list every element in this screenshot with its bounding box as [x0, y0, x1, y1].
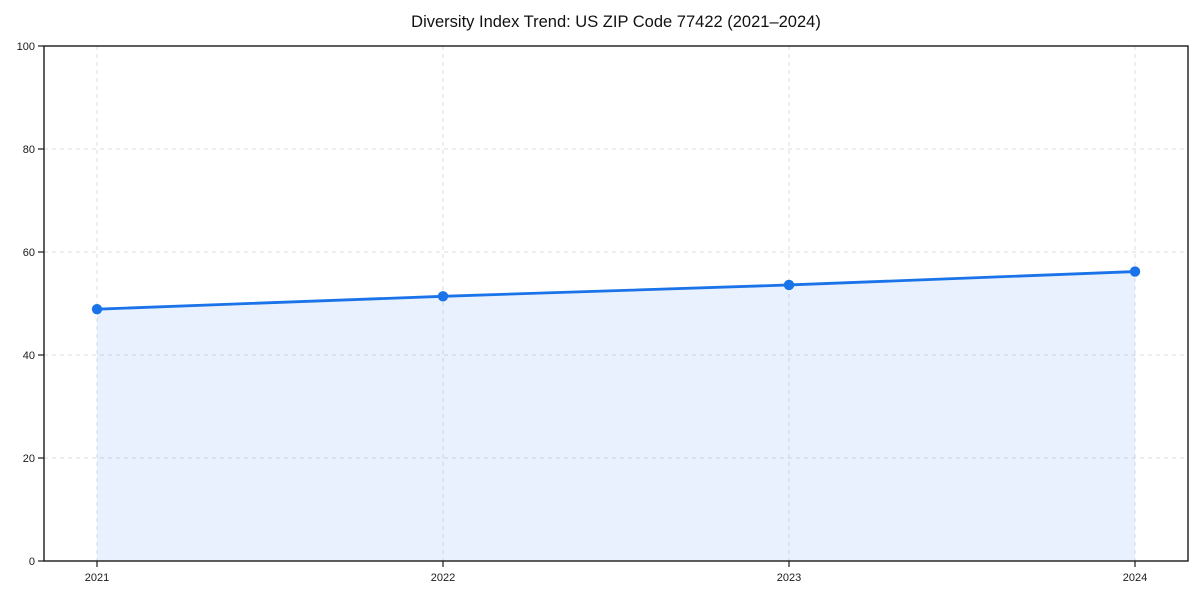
- x-tick-label: 2023: [777, 572, 801, 584]
- area-fill: [97, 271, 1135, 561]
- y-tick-label: 80: [23, 144, 35, 156]
- data-point: [783, 279, 795, 291]
- y-tick-label: 40: [23, 350, 35, 362]
- x-tick-label: 2021: [85, 572, 109, 584]
- trend-line: [95, 270, 1137, 311]
- x-tick-label: 2024: [1123, 572, 1147, 584]
- plot-border: [43, 45, 1189, 562]
- y-tick-label: 0: [29, 556, 35, 568]
- data-point: [437, 291, 449, 302]
- data-point: [1129, 266, 1141, 277]
- y-tick-label: 20: [23, 453, 35, 465]
- y-tick-label: 100: [17, 41, 35, 53]
- y-tick-label: 60: [23, 247, 35, 259]
- chart-title: Diversity Index Trend: US ZIP Code 77422…: [411, 13, 821, 31]
- data-point: [91, 303, 103, 315]
- x-tick-label: 2022: [431, 572, 455, 584]
